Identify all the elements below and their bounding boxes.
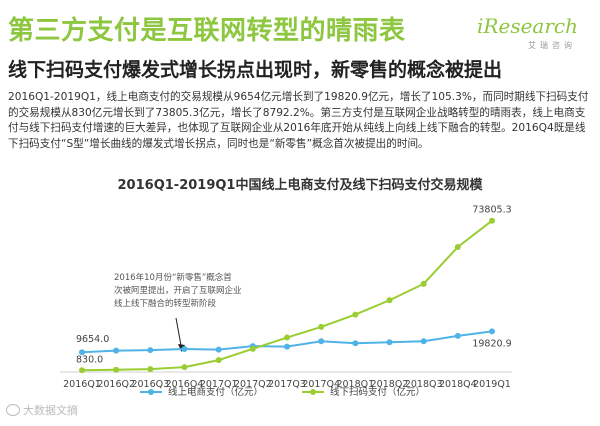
weibo-icon — [6, 404, 20, 416]
summary-paragraph: 2016Q1-2019Q1，线上电商支付的交易规模从9654亿元增长到了1982… — [8, 91, 589, 150]
data-point — [318, 323, 325, 330]
data-point — [249, 345, 256, 352]
x-tick-label: 2018Q1 — [336, 379, 374, 390]
data-point — [386, 297, 393, 304]
x-tick-label: 2017Q2 — [234, 379, 272, 390]
data-label: 830.0 — [76, 354, 103, 365]
iresearch-logo: iResearch 艾瑞咨询 — [477, 14, 578, 54]
data-point — [79, 367, 85, 374]
data-point — [454, 332, 461, 339]
data-point — [454, 243, 461, 250]
x-tick-label: 2016Q4 — [166, 379, 204, 390]
x-tick-label: 2016Q2 — [97, 379, 135, 390]
legend-marker-1 — [310, 389, 316, 395]
watermark: 大数据文摘 — [6, 402, 78, 418]
x-tick-label: 2018Q3 — [405, 379, 443, 390]
data-point — [489, 328, 495, 335]
data-point — [386, 339, 393, 346]
data-point — [352, 311, 359, 318]
x-tick-label: 2018Q2 — [371, 379, 409, 390]
data-point — [284, 334, 290, 341]
annotation-arrowhead — [178, 344, 185, 352]
data-label: 73805.3 — [472, 205, 511, 216]
legend-marker-0 — [148, 389, 154, 395]
data-point — [113, 347, 120, 354]
data-point — [318, 338, 325, 345]
data-point — [181, 346, 188, 353]
data-point — [215, 346, 222, 353]
line-chart: 2016Q12016Q22016Q32016Q42017Q12017Q22017… — [60, 205, 512, 398]
data-point — [147, 347, 154, 354]
x-tick-label: 2017Q3 — [268, 379, 306, 390]
data-label: 9654.0 — [76, 334, 109, 345]
annotation-text: 线上线下融合的转型新阶段 — [114, 298, 217, 309]
data-point — [215, 357, 222, 364]
x-tick-label: 2017Q4 — [302, 379, 340, 390]
chart-title: 2016Q1-2019Q1中国线上电商支付及线下扫码支付交易规模 — [117, 178, 483, 193]
legend-label-1: 线下扫码支付（亿元） — [330, 386, 425, 398]
page-headline: 第三方支付是互联网转型的晴雨表 — [8, 16, 406, 46]
x-tick-label: 2016Q3 — [131, 379, 169, 390]
page-subheadline: 线下扫码支付爆发式增长拐点出现时，新零售的概念被提出 — [8, 59, 503, 81]
legend-label-0: 线上电商支付（亿元） — [168, 386, 263, 398]
data-point — [79, 349, 85, 356]
annotation-pointer — [175, 317, 182, 349]
annotation-text: 2016年10月份“新零售”概念首 — [114, 272, 232, 283]
logo-subtitle: 艾瑞咨询 — [528, 41, 576, 50]
x-tick-label: 2019Q1 — [473, 379, 511, 390]
x-tick-label: 2018Q4 — [439, 379, 477, 390]
data-point — [181, 364, 188, 371]
data-point — [284, 343, 290, 350]
watermark-text: 大数据文摘 — [23, 404, 78, 417]
data-point — [352, 340, 359, 347]
data-label: 19820.9 — [472, 338, 511, 349]
x-tick-label: 2017Q1 — [200, 379, 238, 390]
data-point — [420, 280, 427, 287]
logo-wordmark: iResearch — [477, 14, 578, 38]
data-point — [113, 366, 120, 373]
data-point — [420, 338, 427, 345]
data-point — [147, 366, 154, 373]
annotation-text: 次被阿里提出，开启了互联网企业 — [114, 285, 242, 296]
x-tick-label: 2016Q1 — [63, 379, 101, 390]
data-point — [489, 217, 495, 224]
